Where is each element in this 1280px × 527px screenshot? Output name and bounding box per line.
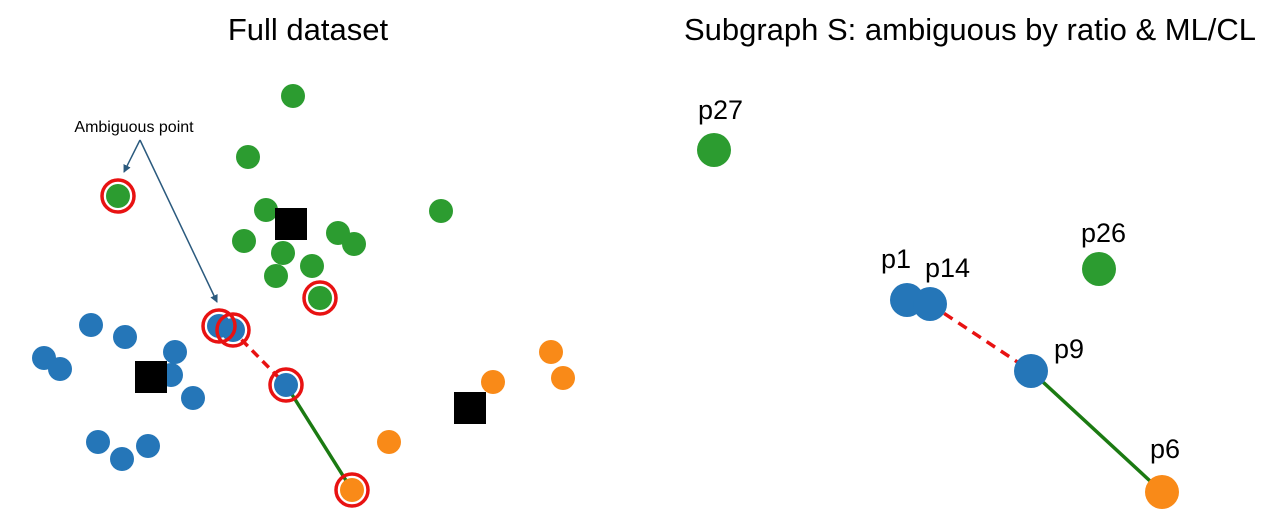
data-point [429, 199, 453, 223]
data-point [136, 434, 160, 458]
ambiguous-ring [215, 312, 251, 348]
label-p9: p9 [1054, 334, 1084, 364]
data-point [106, 184, 130, 208]
data-point [232, 229, 256, 253]
data-point [300, 254, 324, 278]
data-point [113, 325, 137, 349]
data-point [254, 198, 278, 222]
must-link-edge [1029, 369, 1164, 494]
data-point [539, 340, 563, 364]
data-point [308, 286, 332, 310]
must-link-edge [284, 384, 354, 491]
data-point [79, 313, 103, 337]
node-p27 [697, 133, 731, 167]
annotation-arrows [123, 139, 218, 303]
data-point [86, 430, 110, 454]
data-point [551, 366, 575, 390]
ambiguous-ring [201, 308, 237, 344]
data-point [342, 232, 366, 256]
ambiguous-ring [268, 367, 304, 403]
annotation-arrow-lower [139, 139, 218, 303]
data-point [181, 386, 205, 410]
node-p26 [1082, 252, 1116, 286]
ambiguous-ring [302, 280, 338, 316]
data-point [481, 370, 505, 394]
label-p6: p6 [1150, 434, 1180, 464]
label-p27: p27 [698, 95, 743, 125]
label-p14: p14 [925, 253, 970, 283]
data-point [377, 430, 401, 454]
ambiguous-rings [100, 178, 370, 508]
left-title: Full dataset [228, 12, 389, 47]
node-p6 [1145, 475, 1179, 509]
data-point [163, 340, 187, 364]
right-panel: Subgraph S: ambiguous by ratio & ML/CL p… [684, 12, 1256, 509]
label-p26: p26 [1081, 218, 1126, 248]
data-point [110, 447, 134, 471]
data-point [340, 478, 364, 502]
right-title: Subgraph S: ambiguous by ratio & ML/CL [684, 12, 1256, 47]
data-point [264, 264, 288, 288]
green-cluster [106, 84, 453, 310]
annotation-arrow-upper [123, 139, 141, 173]
ambiguous-point-annotation: Ambiguous point [74, 119, 194, 136]
left-panel: Full dataset Ambiguous point [32, 12, 575, 508]
centroids [135, 208, 486, 424]
orange-cluster [340, 340, 575, 502]
data-point [236, 145, 260, 169]
cannot-link-edge [929, 302, 1032, 373]
centroid-square [454, 392, 486, 424]
label-p1: p1 [881, 244, 911, 274]
centroid-square [275, 208, 307, 240]
ambiguous-ring [100, 178, 136, 214]
node-p14 [913, 287, 947, 321]
node-p9 [1014, 354, 1048, 388]
blue-cluster [32, 313, 298, 471]
centroid-square [135, 361, 167, 393]
data-point [271, 241, 295, 265]
ambiguous-ring [334, 472, 370, 508]
cannot-link-edge [229, 327, 288, 387]
data-point [274, 373, 298, 397]
data-point [281, 84, 305, 108]
data-point [48, 357, 72, 381]
